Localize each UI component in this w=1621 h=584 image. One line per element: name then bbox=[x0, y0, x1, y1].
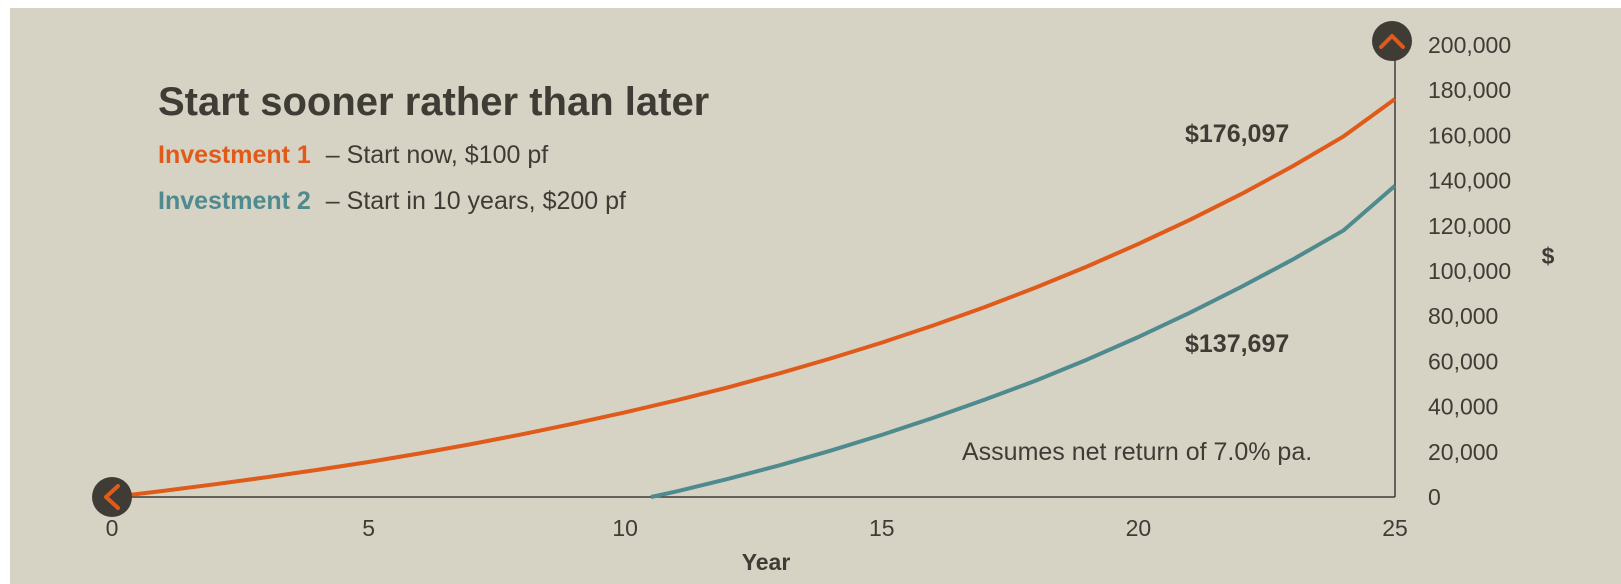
series-line-1 bbox=[111, 97, 1397, 499]
x-tick-label: 20 bbox=[1126, 515, 1152, 541]
y-tick-label: 60,000 bbox=[1428, 348, 1498, 374]
x-tick-label: 0 bbox=[106, 515, 119, 541]
legend-series-1-desc: – Start now, $100 pf bbox=[326, 141, 548, 169]
x-tick-label: 25 bbox=[1382, 515, 1408, 541]
chart-panel bbox=[10, 8, 1621, 584]
series-line-2 bbox=[650, 184, 1397, 499]
legend-series-1-name: Investment 1 bbox=[158, 141, 311, 169]
y-tick-label: 160,000 bbox=[1428, 122, 1511, 148]
scroll-up-button[interactable] bbox=[1372, 21, 1412, 61]
series-group bbox=[111, 97, 1397, 499]
series-2-end-label: $137,697 bbox=[1185, 330, 1289, 358]
legend-series-2-desc: – Start in 10 years, $200 pf bbox=[326, 187, 626, 215]
y-tick-label: 200,000 bbox=[1428, 32, 1511, 58]
chart-title: Start sooner rather than later bbox=[158, 80, 709, 124]
y-tick-label: 80,000 bbox=[1428, 303, 1498, 329]
x-tick-label: 10 bbox=[612, 515, 638, 541]
assumption-note: Assumes net return of 7.0% pa. bbox=[962, 438, 1312, 466]
y-tick-label: 40,000 bbox=[1428, 394, 1498, 420]
y-tick-label: 180,000 bbox=[1428, 77, 1511, 103]
x-axis-label: Year bbox=[742, 549, 791, 575]
y-axis-label: $ bbox=[1542, 243, 1555, 269]
legend-series-2-name: Investment 2 bbox=[158, 187, 311, 215]
x-tick-label: 15 bbox=[869, 515, 895, 541]
y-tick-labels: 0 20,000 40,000 60,000 80,000 100,000 120,000 1… bbox=[1428, 32, 1511, 510]
chevron-left-icon bbox=[104, 484, 120, 510]
y-tick-label: 20,000 bbox=[1428, 439, 1498, 465]
y-tick-label: 120,000 bbox=[1428, 213, 1511, 239]
scroll-left-button[interactable] bbox=[92, 477, 132, 517]
y-tick-label: 0 bbox=[1428, 484, 1441, 510]
legend-investment-1: Investment 1 – Start now, $100 pf bbox=[158, 141, 548, 169]
y-tick-label: 140,000 bbox=[1428, 168, 1511, 194]
series-1-end-label: $176,097 bbox=[1185, 120, 1289, 148]
legend-investment-2: Investment 2 – Start in 10 years, $200 p… bbox=[158, 187, 626, 215]
x-tick-label: 5 bbox=[362, 515, 375, 541]
x-tick-labels: 0 5 10 15 20 25 bbox=[106, 515, 1408, 541]
y-tick-label: 100,000 bbox=[1428, 258, 1511, 284]
chevron-up-icon bbox=[1379, 34, 1405, 49]
